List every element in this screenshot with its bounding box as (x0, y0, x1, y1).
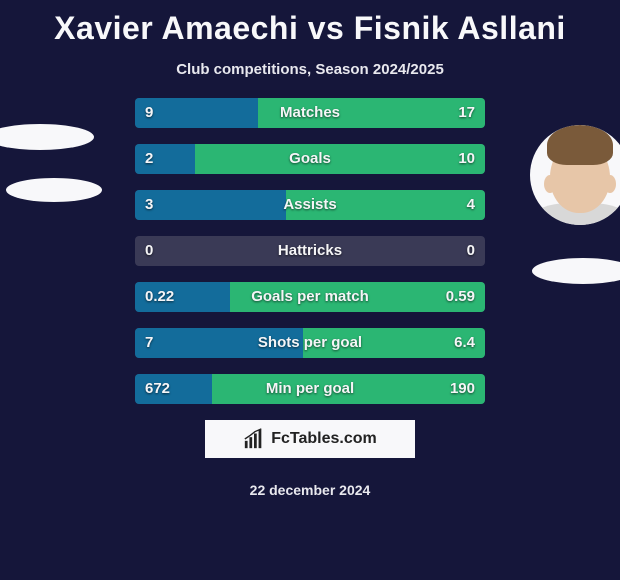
comparison-bars: 917Matches 210Goals 34Assists 00Hattricks 0.… (135, 98, 485, 404)
stat-row: 76.4Shots per goal (135, 328, 485, 358)
decorative-ellipse (532, 258, 620, 284)
stat-label: Assists (135, 190, 485, 220)
brand-box: FcTables.com (205, 420, 415, 458)
chart-icon (243, 428, 265, 450)
brand-text: FcTables.com (271, 430, 377, 448)
player1-name: Xavier Amaechi (54, 10, 298, 46)
vs-label: vs (308, 10, 345, 46)
stat-row: 672190Min per goal (135, 374, 485, 404)
stat-row: 34Assists (135, 190, 485, 220)
stat-row: 00Hattricks (135, 236, 485, 266)
stat-row: 0.220.59Goals per match (135, 282, 485, 312)
stat-label: Min per goal (135, 374, 485, 404)
decorative-ellipse (6, 178, 102, 202)
decorative-ellipse (0, 124, 94, 150)
subtitle: Club competitions, Season 2024/2025 (0, 61, 620, 78)
stat-label: Shots per goal (135, 328, 485, 358)
stat-label: Goals per match (135, 282, 485, 312)
stat-row: 917Matches (135, 98, 485, 128)
stat-label: Matches (135, 98, 485, 128)
stat-label: Goals (135, 144, 485, 174)
player2-avatar (530, 125, 620, 225)
stat-label: Hattricks (135, 236, 485, 266)
comparison-title: Xavier Amaechi vs Fisnik Asllani (0, 0, 620, 47)
footer-date: 22 december 2024 (0, 482, 620, 498)
player2-name: Fisnik Asllani (354, 10, 566, 46)
stat-row: 210Goals (135, 144, 485, 174)
